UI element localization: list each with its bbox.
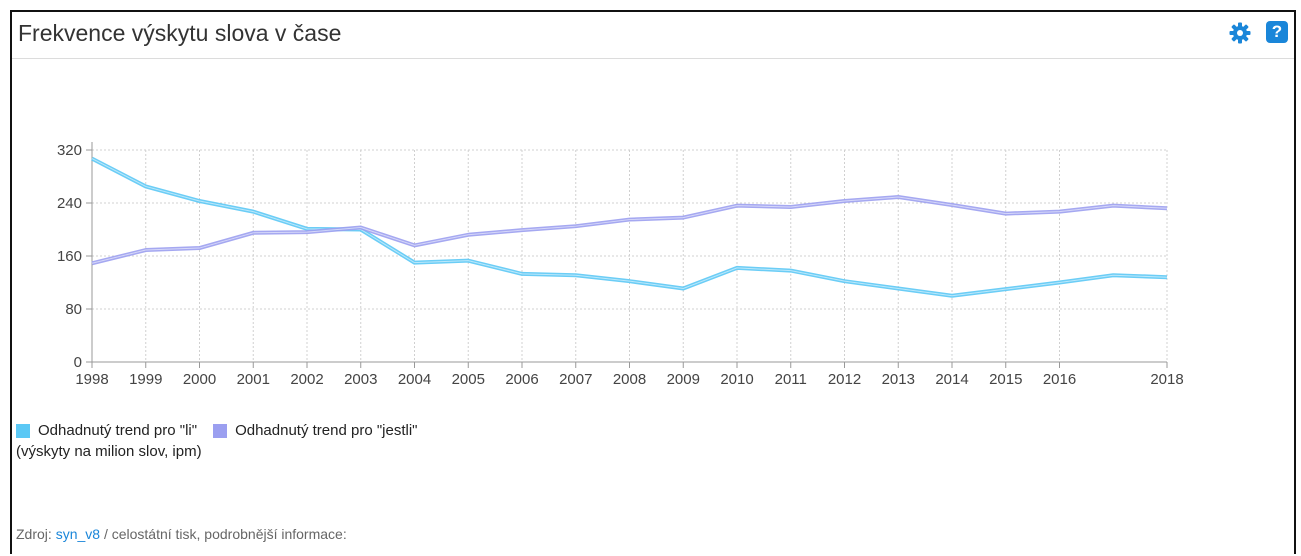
source-link[interactable]: syn_v8 xyxy=(55,526,101,542)
x-tick-label-5: 2003 xyxy=(344,371,377,388)
source-line: Zdroj: syn_v8 / celostátní tisk, podrobn… xyxy=(16,526,347,542)
x-tick-label-18: 2016 xyxy=(1043,371,1076,388)
legend: Odhadnutý trend pro "li" Odhadnutý trend… xyxy=(16,422,434,460)
x-tick-label-15: 2013 xyxy=(882,371,915,388)
chart-panel: Frekvence výskytu slova v čase ? xyxy=(10,10,1296,554)
series-line-highlight-0 xyxy=(91,158,1168,297)
legend-label-li: Odhadnutý trend pro "li" xyxy=(38,422,198,439)
legend-item-li[interactable]: Odhadnutý trend pro "li" xyxy=(16,422,197,439)
source-suffix: / celostátní tisk, podrobnější informace… xyxy=(103,526,347,542)
x-tick-label-9: 2007 xyxy=(559,371,592,388)
page-title: Frekvence výskytu slova v čase xyxy=(18,20,342,46)
legend-swatch-li xyxy=(16,423,30,438)
source-prefix: Zdroj: xyxy=(16,526,52,542)
y-tick-label-3: 240 xyxy=(57,195,82,212)
y-tick-label-1: 80 xyxy=(65,301,82,318)
x-tick-label-12: 2010 xyxy=(720,371,753,388)
x-tick-label-11: 2009 xyxy=(667,371,700,388)
x-tick-label-6: 2004 xyxy=(398,371,431,388)
x-tick-label-14: 2012 xyxy=(828,371,861,388)
y-tick-label-0: 0 xyxy=(74,354,82,371)
question-icon: ? xyxy=(1266,21,1288,43)
x-tick-label-4: 2002 xyxy=(290,371,323,388)
x-tick-label-19: 2018 xyxy=(1150,371,1183,388)
legend-swatch-jestli xyxy=(213,423,228,438)
x-tick-label-2: 2000 xyxy=(183,371,216,388)
x-tick-label-16: 2014 xyxy=(935,371,968,388)
x-tick-label-3: 2001 xyxy=(237,371,270,388)
x-tick-label-1: 1999 xyxy=(129,371,162,388)
y-tick-label-4: 320 xyxy=(57,142,82,159)
x-tick-label-0: 1998 xyxy=(75,371,108,388)
unit-label: (výskyty na milion slov, ipm) xyxy=(16,443,202,460)
y-tick-label-2: 160 xyxy=(57,248,82,265)
x-tick-label-17: 2015 xyxy=(989,371,1022,388)
gear-icon[interactable] xyxy=(1228,21,1252,45)
panel-header: Frekvence výskytu slova v čase ? xyxy=(12,12,1294,59)
line-chart: 0 80 160 240 320 1998 1999 2000 2001 2002 2003 2004… xyxy=(57,142,1184,388)
x-tick-label-7: 2005 xyxy=(452,371,485,388)
legend-label-jestli: Odhadnutý trend pro "jestli" xyxy=(235,422,418,439)
series-line-highlight-1 xyxy=(91,196,1168,264)
help-button[interactable]: ? xyxy=(1266,21,1290,45)
x-tick-label-8: 2006 xyxy=(505,371,538,388)
legend-item-jestli[interactable]: Odhadnutý trend pro "jestli" xyxy=(213,422,418,439)
x-tick-label-10: 2008 xyxy=(613,371,646,388)
x-tick-label-13: 2011 xyxy=(775,371,807,388)
